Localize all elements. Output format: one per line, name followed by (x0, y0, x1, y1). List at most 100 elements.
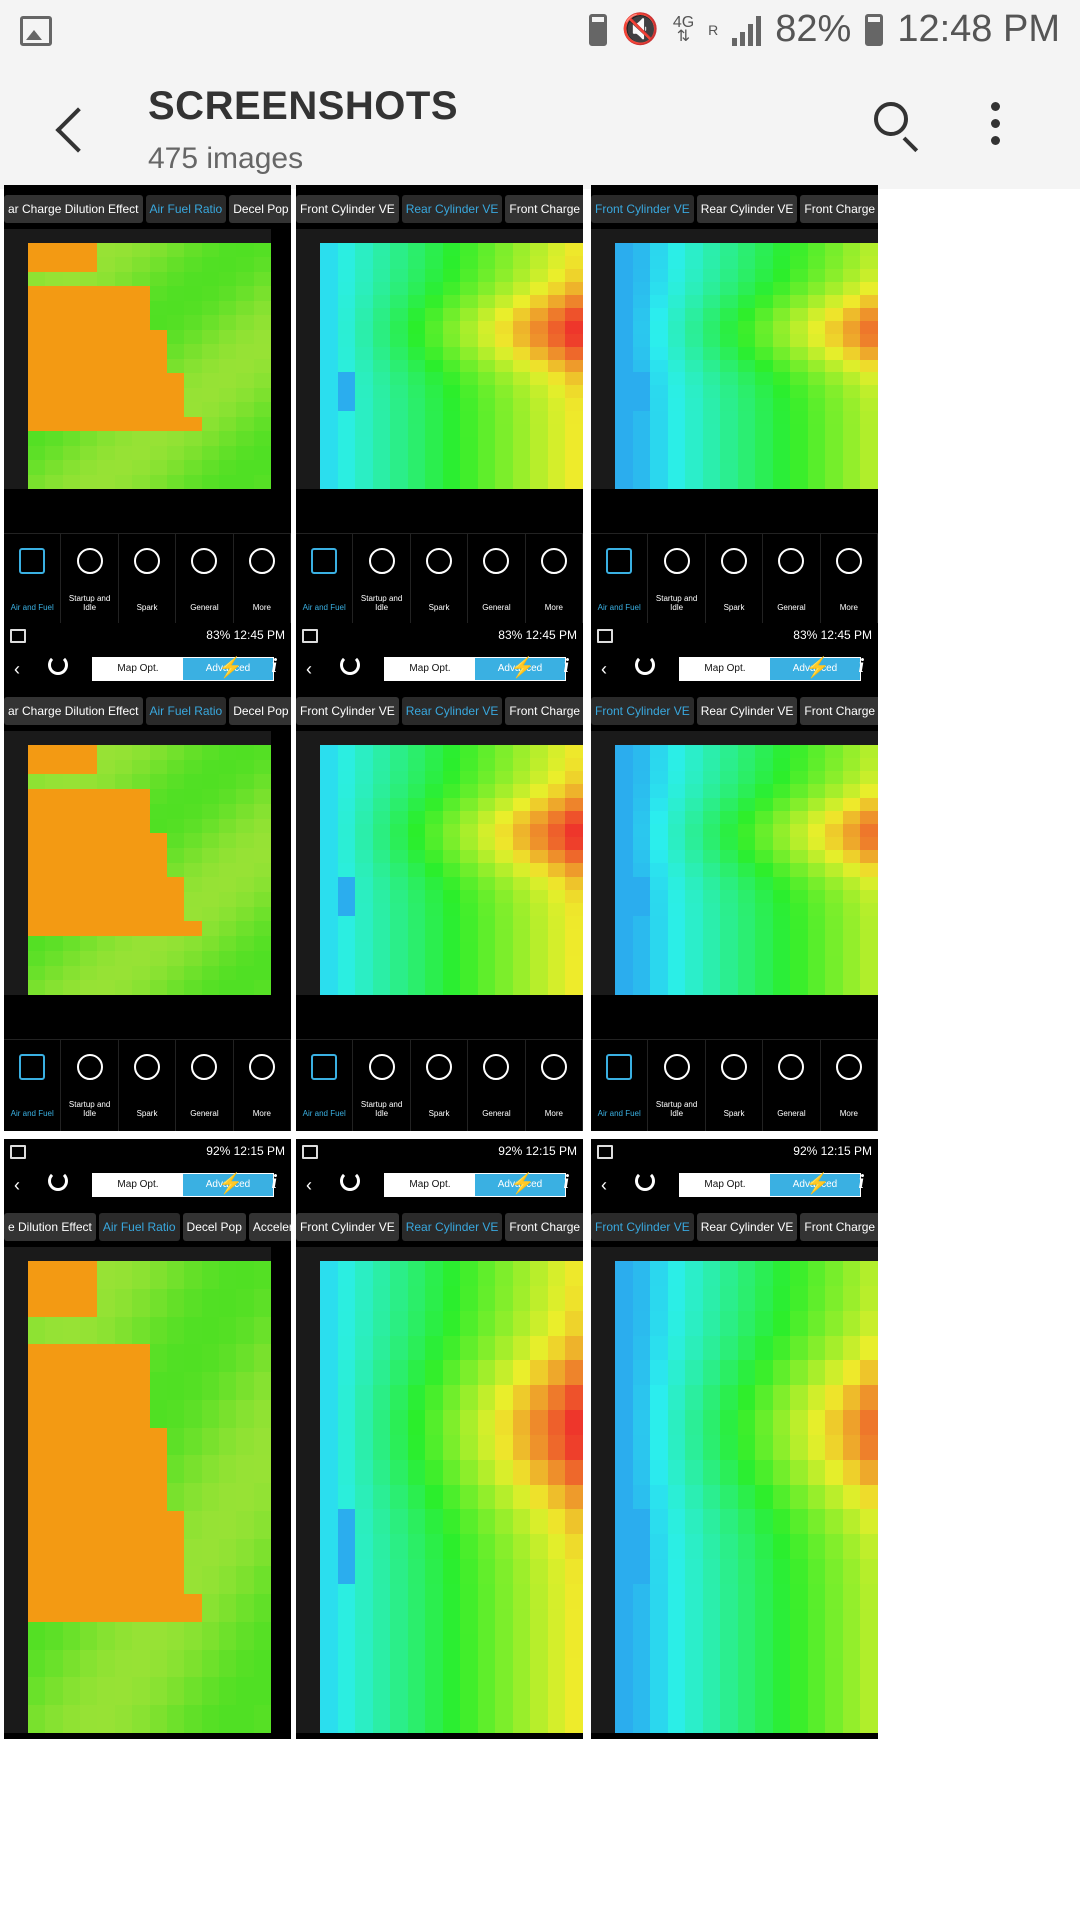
heatmap-cell (495, 797, 514, 812)
screenshot-thumbnail[interactable]: 83% 12:45 PM ‹ Map Opt. Advanced ⚡ i ar Charge… (4, 623, 291, 1131)
search-button[interactable] (870, 98, 926, 154)
bottom-nav-item: More (526, 1040, 583, 1131)
heatmap-cell (201, 431, 220, 447)
heatmap-cell (460, 359, 479, 373)
heatmap-cell (390, 1583, 409, 1610)
heatmap-cell (407, 955, 426, 970)
heatmap-cell (825, 1434, 844, 1461)
heatmap-cell (477, 745, 496, 759)
more-options-button[interactable] (985, 102, 1005, 158)
heatmap-cell (565, 463, 583, 477)
heatmap-cell (425, 1261, 444, 1287)
heatmap-cell (166, 1705, 185, 1734)
heatmap-cell (565, 876, 583, 891)
heatmap-cell (253, 921, 272, 937)
heatmap-cell (632, 916, 651, 930)
heatmap-cell (632, 955, 651, 970)
heatmap-cell (565, 810, 583, 825)
heatmap-cell (218, 774, 237, 790)
heatmap-cell (442, 243, 461, 257)
heatmap-cell (149, 803, 168, 820)
heatmap-cell (807, 346, 826, 361)
screenshot-thumbnail[interactable]: 92% 12:15 PM ‹ Map Opt. Advanced ⚡ i Front Cyl… (296, 1139, 583, 1739)
heatmap-cell (860, 955, 878, 970)
heatmap-cell (62, 1288, 81, 1317)
heatmap-cell (530, 981, 549, 996)
heatmap-cell (166, 1621, 185, 1651)
screenshot-thumbnail[interactable]: 83% 12:45 PM ‹ Map Opt. Advanced ⚡ i Front Cyl… (591, 623, 878, 1131)
heatmap-cell (201, 774, 220, 790)
heatmap-cell (772, 902, 791, 917)
heatmap-cell (702, 1360, 721, 1386)
heatmap-cell (685, 1385, 704, 1411)
heatmap-cell (132, 431, 150, 447)
screenshot-thumbnail[interactable]: 83% 12:45 PM ‹ Map Opt. Advanced ⚡ i Front Cyl… (296, 623, 583, 1131)
heatmap-cell (547, 1459, 566, 1486)
heatmap-cell (460, 1360, 479, 1386)
heatmap-cell (425, 1459, 444, 1486)
heatmap-cell (547, 1633, 566, 1659)
heatmap-cell (97, 877, 116, 893)
heatmap-cell (337, 333, 356, 348)
heatmap-cell (442, 320, 461, 335)
heatmap-cell (442, 1285, 461, 1312)
heatmap-cell (28, 1677, 46, 1706)
heatmap-cell (565, 1410, 583, 1436)
heatmap-cell (790, 837, 809, 851)
heatmap-cell (80, 921, 98, 937)
back-button[interactable] (52, 104, 92, 154)
screenshot-thumbnail[interactable]: Front Cylinder VE Rear Cylinder VE Front C… (296, 185, 583, 625)
thumbnail-app-bar: ‹ Map Opt. Advanced ⚡ i (306, 1171, 569, 1197)
screenshot-thumbnail[interactable]: 92% 12:15 PM ‹ Map Opt. Advanced ⚡ i Front Cyl… (591, 1139, 878, 1739)
heatmap-cell (62, 936, 81, 952)
heatmap-cell (632, 758, 651, 772)
heatmap-cell (632, 281, 651, 296)
heatmap-cell (114, 1483, 133, 1512)
heatmap-cell (201, 243, 220, 258)
heatmap-cell (685, 346, 704, 361)
heatmap-cell (460, 307, 479, 322)
heatmap-cell (28, 431, 46, 447)
heatmap-cell (615, 955, 634, 970)
heatmap-cell (547, 745, 566, 759)
screenshot-thumbnail[interactable]: ar Charge Dilution Effect Air Fuel Ratio D… (4, 185, 291, 625)
heatmap-cell (477, 1410, 496, 1436)
heatmap-cell (477, 1633, 496, 1659)
heatmap-cell (842, 424, 861, 438)
heatmap-cell (320, 942, 339, 957)
map-tab: Front Charge Dilution Effe (505, 697, 583, 725)
heatmap-cell (842, 359, 861, 373)
heatmap-cell (495, 463, 514, 477)
heatmap-cell (390, 411, 409, 425)
heatmap-cell (320, 1261, 339, 1287)
heatmap-cell (320, 281, 339, 296)
heatmap-cell (772, 281, 791, 296)
heatmap-cell (442, 837, 461, 851)
heatmap-cell (667, 1410, 686, 1436)
heatmap-cell (62, 921, 81, 937)
heatmap-cell (755, 929, 774, 943)
heatmap-cell (702, 398, 721, 412)
heatmap-cell (149, 818, 168, 834)
heatmap-cell (218, 818, 237, 834)
heatmap-cell (337, 1285, 356, 1312)
heatmap-cell (45, 950, 64, 967)
heatmap-cell (512, 320, 531, 335)
heatmap-cell (702, 981, 721, 996)
screenshot-thumbnail[interactable]: 92% 12:15 PM ‹ Map Opt. Advanced ⚡ i e Dilutio… (4, 1139, 291, 1739)
heatmap-cell (80, 1261, 98, 1290)
heatmap-cell (460, 1608, 479, 1635)
heatmap-cell (860, 797, 878, 812)
heatmap-cell (685, 476, 704, 490)
heatmap-cell (114, 1649, 133, 1678)
heatmap-cell (512, 1285, 531, 1312)
heatmap-cell (667, 823, 686, 838)
heatmap-cell (253, 402, 272, 418)
heatmap-cell (355, 968, 374, 983)
heatmap-cell (720, 1484, 739, 1510)
heatmap-cell (253, 1705, 272, 1734)
heatmap-cell (650, 810, 669, 825)
heatmap-cell (407, 463, 426, 477)
screenshot-thumbnail[interactable]: Front Cylinder VE Rear Cylinder VE Front C… (591, 185, 878, 625)
heatmap-cell (702, 968, 721, 983)
